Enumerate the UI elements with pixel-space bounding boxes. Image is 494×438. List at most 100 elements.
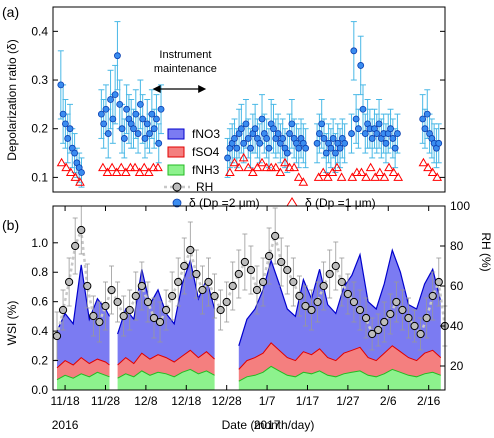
rh-point xyxy=(161,305,171,315)
rh-point xyxy=(246,265,256,275)
maintenance-annotation: Instrument maintenance xyxy=(152,49,217,93)
rh-point xyxy=(368,329,377,339)
delta-1um-point xyxy=(229,157,240,167)
delta-1um-point xyxy=(298,177,309,186)
panel-b-frame xyxy=(52,205,446,391)
fnh3-area xyxy=(57,372,110,390)
legend-label-rh: RH xyxy=(196,180,213,194)
fso4-edge-line xyxy=(56,356,110,369)
delta-2um-point xyxy=(224,154,231,162)
legend-label-fno3: fNO3 xyxy=(192,127,220,141)
delta-2um-point xyxy=(288,120,296,128)
panel-b-year-label: 2016 xyxy=(52,418,79,432)
fno3-edge-line xyxy=(238,248,442,346)
rh-point xyxy=(71,241,80,251)
panel-a-y-tick-label: 0.2 xyxy=(31,122,48,136)
rh-point xyxy=(192,269,201,279)
delta-1um-point xyxy=(336,172,347,181)
delta-2um-point xyxy=(382,139,390,147)
panel-b-x-tick-label: 2/16 xyxy=(417,394,441,408)
delta-1um-point xyxy=(130,162,140,172)
delta-1um-point xyxy=(418,157,429,167)
delta-2um-point xyxy=(327,144,335,152)
rh-point xyxy=(143,297,152,307)
fnh3-area xyxy=(238,366,441,390)
panel-a-frame xyxy=(52,6,446,193)
delta-2um-point xyxy=(389,135,397,142)
panel-b-x-tick-label: 12/8 xyxy=(134,394,158,408)
rh-point xyxy=(186,245,195,255)
delta-1um-point xyxy=(143,167,154,177)
delta-1um-point xyxy=(270,162,281,172)
annotation-arrowhead-left xyxy=(152,85,161,93)
delta-2um-point xyxy=(146,130,153,137)
delta-1um-point xyxy=(61,162,72,172)
rh-point xyxy=(313,297,322,307)
panel-b-plot-area xyxy=(52,205,449,390)
rh-point xyxy=(113,297,122,307)
delta-2um-point xyxy=(244,135,252,142)
delta-2um-point xyxy=(102,105,110,113)
panel-b-rh-tick-label: 80 xyxy=(450,239,464,253)
delta-2um-point xyxy=(114,52,121,60)
rh-point xyxy=(416,329,425,339)
delta-1um-point xyxy=(427,167,438,177)
fnh3-edge-line xyxy=(238,365,441,382)
delta-2um-point xyxy=(322,149,330,157)
delta-2um-point xyxy=(419,115,427,123)
delta-1um-point xyxy=(243,162,254,172)
delta-2um-point xyxy=(231,135,238,142)
delta-2um-point xyxy=(279,135,287,142)
delta-2um-point xyxy=(109,115,117,123)
delta-2um-point xyxy=(139,115,147,123)
delta-2um-point xyxy=(265,144,273,152)
delta-2um-point xyxy=(242,120,250,128)
panel-b: (b) 0.0 0.2 0.4 0.6 0.8 1.0 20 40 60 80 100 11/18… xyxy=(2,199,493,432)
rh-point xyxy=(228,281,237,291)
panel-b-rh-tick-label: 100 xyxy=(450,199,470,213)
delta-2um-point xyxy=(64,135,72,142)
rh-point xyxy=(131,291,140,301)
rh-point xyxy=(155,317,165,327)
rh-point xyxy=(271,231,280,241)
delta-1um-point xyxy=(266,162,277,172)
rh-point xyxy=(216,305,225,315)
rh-point xyxy=(125,305,134,315)
delta-2um-point xyxy=(107,96,114,103)
delta-2um-point xyxy=(357,62,365,69)
rh-point xyxy=(398,305,407,315)
panel-a-y-axis: 0.1 0.2 0.3 0.4 xyxy=(31,24,445,184)
rh-point xyxy=(380,317,389,327)
legend-swatch-fnh3 xyxy=(167,164,185,176)
panel-b-rh-tick-label: 20 xyxy=(450,359,464,373)
delta-1um-point xyxy=(65,167,76,177)
delta-1um-point xyxy=(327,167,338,177)
delta-1um-point xyxy=(322,172,333,181)
rh-point xyxy=(234,269,243,279)
legend-marker-delta-1um xyxy=(286,197,298,207)
panel-b-x-tick-label: 11/28 xyxy=(91,394,120,408)
delta-2um-point xyxy=(375,120,383,128)
delta-2um-point xyxy=(359,105,367,113)
delta-2um-point xyxy=(373,130,381,137)
rh-point xyxy=(289,277,298,287)
rh-point xyxy=(325,269,334,279)
rh-point xyxy=(331,261,340,271)
delta-2um-point xyxy=(116,100,124,108)
delta-2um-point xyxy=(123,105,131,113)
panel-a-y-tick-label: 0.4 xyxy=(31,24,48,38)
panel-a-y-tick-label: 0.3 xyxy=(31,73,48,87)
panel-b-y-tick-label: 0.4 xyxy=(31,324,48,338)
delta-1um-point xyxy=(102,167,113,177)
rh-point xyxy=(386,309,395,319)
panel-a: (a) 0.1 0.2 0.3 0.4 Depolarization ratio (δ… xyxy=(2,4,446,210)
annotation-text-line: Instrument xyxy=(159,49,211,61)
delta-1um-point xyxy=(423,162,433,172)
delta-2um-point xyxy=(258,115,266,123)
panel-b-rh-tick-label: 60 xyxy=(450,279,464,293)
delta-1um-point xyxy=(56,157,67,167)
fso4-area xyxy=(117,350,215,379)
legend-label-fnh3: fNH3 xyxy=(192,163,220,177)
delta-1um-point xyxy=(125,162,136,172)
delta-1um-point xyxy=(261,162,272,172)
